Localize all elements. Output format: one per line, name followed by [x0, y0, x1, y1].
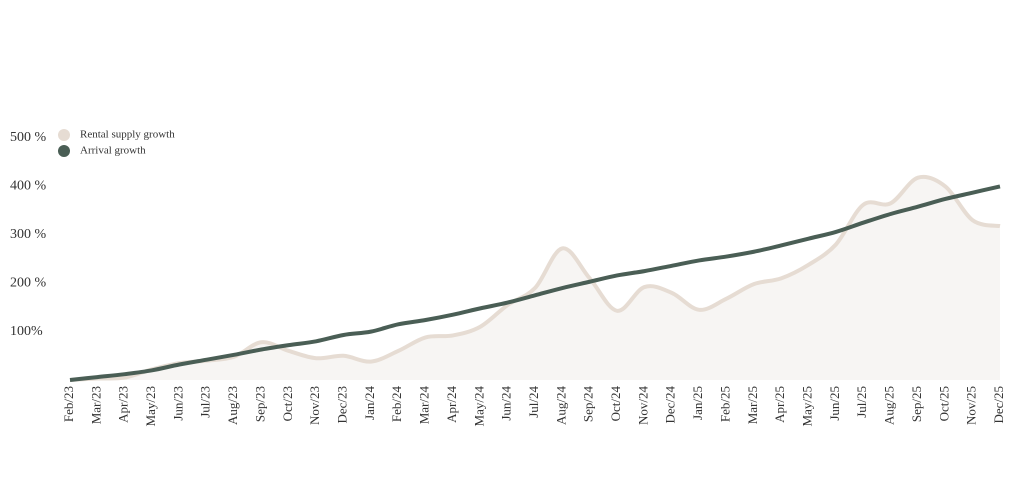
x-tick-label: May/25 — [800, 386, 815, 426]
y-tick-label: 200 % — [10, 275, 47, 290]
x-tick-label: Sep/25 — [909, 386, 924, 422]
x-tick-label: Mar/23 — [88, 386, 103, 424]
area — [70, 176, 1000, 380]
x-tick-label: Jun/23 — [170, 386, 185, 421]
x-tick-label: Oct/25 — [936, 386, 951, 421]
x-tick-label: Jul/25 — [854, 386, 869, 418]
y-tick-label: 400 % — [10, 179, 47, 194]
x-tick-label: Apr/23 — [116, 386, 131, 423]
x-tick-label: Aug/25 — [882, 386, 897, 425]
y-tick-label: 500 % — [10, 130, 47, 145]
x-tick-label: Mar/24 — [417, 386, 432, 425]
x-tick-label: Nov/24 — [635, 386, 650, 426]
x-tick-label: Oct/23 — [280, 386, 295, 421]
line — [69, 174, 1001, 382]
x-tick-label: Dec/25 — [991, 386, 1006, 424]
x-tick-label: May/23 — [143, 386, 158, 426]
legend-label: Arrival growth — [80, 145, 146, 157]
y-tick-label: 100% — [10, 324, 43, 339]
x-tick-label: Aug/24 — [553, 386, 568, 426]
x-tick-label: Feb/24 — [389, 386, 404, 423]
legend-marker — [58, 129, 70, 141]
x-tick-label: Apr/24 — [444, 386, 459, 423]
legend-marker — [58, 145, 70, 157]
x-tick-label: Oct/24 — [608, 386, 623, 422]
line — [69, 184, 1001, 382]
legend-label: Rental supply growth — [80, 129, 175, 141]
x-tick-label: Jul/24 — [526, 386, 541, 418]
x-tick-label: Nov/25 — [964, 386, 979, 425]
x-tick-label: Jun/25 — [827, 386, 842, 421]
x-tick-label: Sep/23 — [252, 386, 267, 422]
x-tick-label: Jul/23 — [198, 386, 213, 418]
y-tick-label: 300 % — [10, 227, 47, 242]
x-tick-label: Jan/24 — [362, 386, 377, 420]
x-tick-label: Dec/24 — [663, 386, 678, 424]
x-tick-label: Jan/25 — [690, 386, 705, 420]
x-tick-label: Dec/23 — [335, 386, 350, 424]
x-tick-label: May/24 — [471, 386, 486, 427]
x-tick-label: Apr/25 — [772, 386, 787, 423]
x-tick-label: Feb/23 — [61, 386, 76, 422]
x-tick-label: Feb/25 — [717, 386, 732, 422]
x-tick-label: Aug/23 — [225, 386, 240, 425]
x-tick-label: Jun/24 — [499, 386, 514, 421]
x-tick-label: Mar/25 — [745, 386, 760, 424]
x-tick-label: Nov/23 — [307, 386, 322, 425]
x-tick-label: Sep/24 — [581, 386, 596, 423]
